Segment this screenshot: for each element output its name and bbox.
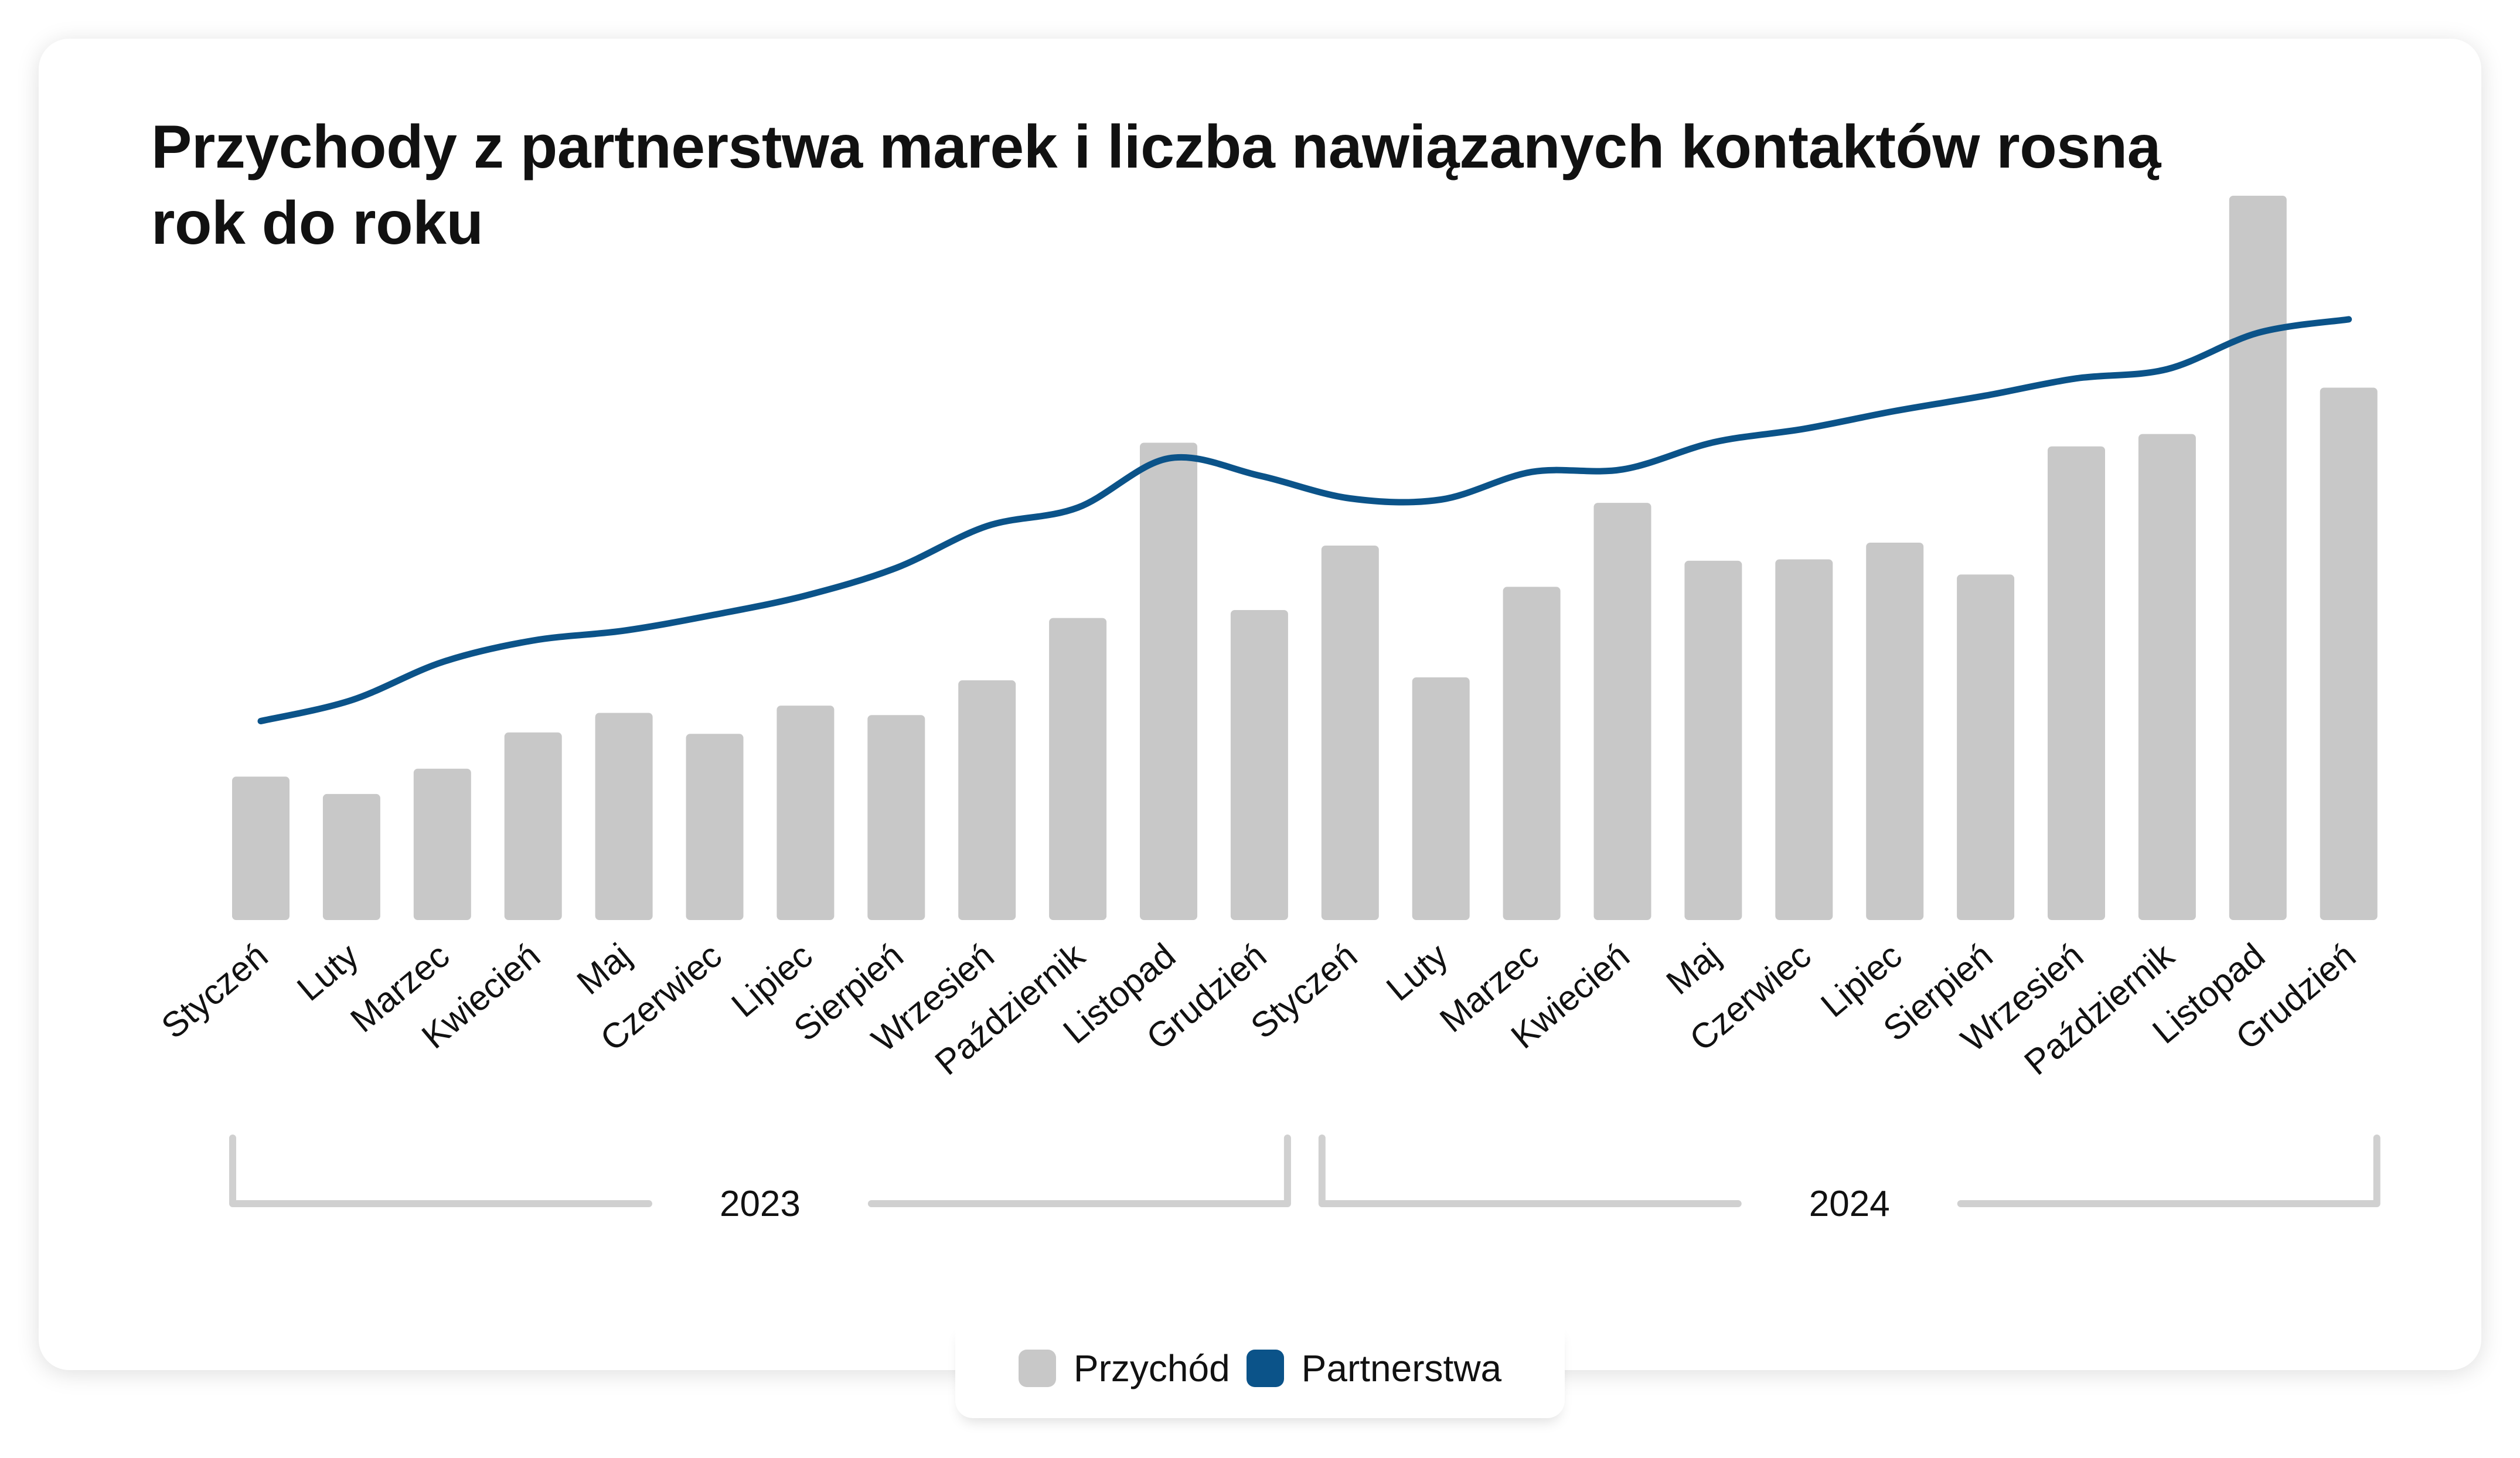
bar[interactable]	[2320, 387, 2378, 921]
x-tick-label: Styczeń	[154, 936, 275, 1047]
bar[interactable]	[1412, 677, 1470, 920]
bar[interactable]	[322, 793, 380, 920]
bar[interactable]	[1957, 574, 2015, 920]
year-bracket	[1318, 1135, 2381, 1207]
x-tick-label: Luty	[290, 936, 366, 1009]
x-tick-label: Maj	[1659, 936, 1728, 1002]
bar[interactable]	[595, 713, 653, 921]
year-groups: 2023 2024	[229, 1135, 2381, 1224]
bar[interactable]	[413, 768, 471, 920]
year-bracket	[229, 1135, 1291, 1207]
bar[interactable]	[1230, 610, 1288, 920]
bar[interactable]	[777, 706, 835, 920]
bar-series	[232, 196, 2378, 920]
bar[interactable]	[1684, 560, 1742, 920]
x-tick-label: Luty	[1379, 936, 1455, 1009]
bar[interactable]	[232, 776, 290, 920]
bar[interactable]	[1503, 587, 1561, 920]
bar[interactable]	[2229, 196, 2287, 920]
bar[interactable]	[1775, 559, 1833, 921]
line-series	[257, 316, 2352, 724]
legend-swatch-partnerships	[1246, 1350, 1284, 1387]
bar[interactable]	[2048, 446, 2105, 920]
bar[interactable]	[2138, 434, 2196, 920]
x-tick-label: Maj	[570, 936, 638, 1002]
bar[interactable]	[504, 732, 562, 920]
chart-title: Przychody z partnerstwa marek i liczba n…	[151, 113, 2161, 257]
legend-label-revenue: Przychód	[1073, 1347, 1230, 1389]
bar[interactable]	[867, 715, 925, 920]
partnerships-line[interactable]	[257, 316, 2352, 724]
legend-item-revenue[interactable]: Przychód	[1018, 1347, 1230, 1390]
legend-label-partnerships: Partnerstwa	[1301, 1347, 1502, 1389]
bar[interactable]	[1321, 546, 1379, 920]
bar[interactable]	[1140, 442, 1197, 921]
legend-swatch-revenue	[1018, 1350, 1056, 1387]
year-label: 2024	[1809, 1184, 1890, 1224]
bar[interactable]	[1049, 618, 1107, 920]
bar[interactable]	[1866, 543, 1924, 920]
legend: Przychód Partnerstwa	[955, 1340, 1565, 1397]
legend-item-partnerships[interactable]: Partnerstwa	[1246, 1347, 1502, 1390]
year-label: 2023	[720, 1184, 801, 1224]
bar[interactable]	[686, 734, 744, 920]
bar[interactable]	[1593, 503, 1651, 920]
bar[interactable]	[958, 680, 1016, 920]
